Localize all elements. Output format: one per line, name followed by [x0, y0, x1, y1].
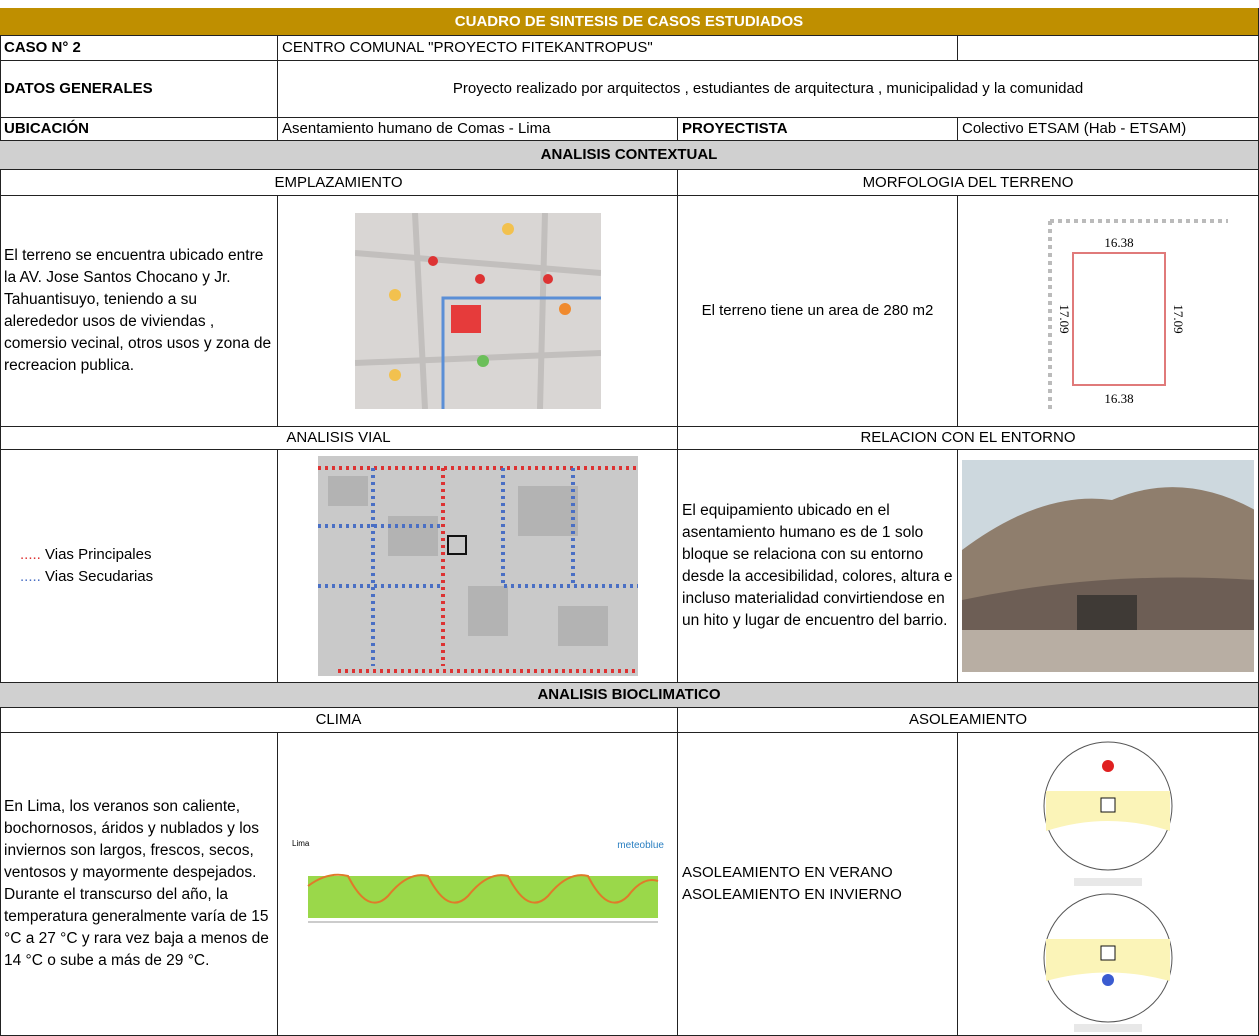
dimension: 16.38 — [1104, 391, 1133, 406]
sun-image-cell — [958, 733, 1259, 1036]
legend-item: ..... Vias Principales — [20, 544, 153, 566]
subsection-title: CLIMA — [0, 708, 678, 733]
terrain-text: El terreno tiene un area de 280 m2 — [678, 196, 958, 427]
sun-line: ASOLEAMIENTO EN INVIERNO — [682, 886, 902, 903]
sun-lines: ASOLEAMIENTO EN VERANO ASOLEAMIENTO EN I… — [682, 862, 902, 906]
case-label: CASO N° 2 — [0, 36, 278, 61]
case-name: CENTRO COMUNAL "PROYECTO FITEKANTROPUS" — [278, 36, 958, 61]
designer: Colectivo ETSAM (Hab - ETSAM) — [958, 118, 1259, 141]
legend: ..... Vias Principales ..... Vias Secuda… — [20, 544, 153, 588]
road-map — [317, 456, 638, 676]
road-legend: ..... Vias Principales ..... Vias Secuda… — [0, 450, 278, 683]
empty-cell — [958, 36, 1259, 61]
photo — [962, 460, 1254, 672]
legend-marker: ..... — [20, 546, 41, 563]
photo-cell — [958, 450, 1259, 683]
site-image-cell — [278, 196, 678, 427]
section-title: ANALISIS CONTEXTUAL — [0, 141, 1259, 170]
sun-diagrams — [1043, 741, 1173, 1032]
climate-text: En Lima, los veranos son caliente, bocho… — [0, 733, 278, 1036]
subsection-title: MORFOLOGIA DEL TERRENO — [678, 170, 1259, 196]
climate-chart: Lima meteoblue — [292, 839, 664, 923]
site-text: El terreno se encuentra ubicado entre la… — [0, 196, 278, 427]
section-title: ANALISIS BIOCLIMATICO — [0, 683, 1259, 708]
surroundings-text: El equipamiento ubicado en el asentamien… — [678, 450, 958, 683]
subsection-title: EMPLAZAMIENTO — [0, 170, 678, 196]
chart-label: Lima — [292, 839, 310, 848]
sun-text: ASOLEAMIENTO EN VERANO ASOLEAMIENTO EN I… — [678, 733, 958, 1036]
sun-line: ASOLEAMIENTO EN VERANO — [682, 864, 893, 881]
sun-winter — [1043, 893, 1173, 1032]
dimension: 17.09 — [1057, 304, 1072, 333]
general-label: DATOS GENERALES — [0, 61, 278, 118]
location-value: Asentamiento humano de Comas - Lima — [278, 118, 678, 141]
general-text: Proyecto realizado por arquitectos , est… — [278, 61, 1259, 118]
legend-label: Vias Secudarias — [45, 568, 154, 585]
dimension: 16.38 — [1104, 235, 1133, 250]
subsection-title: ANALISIS VIAL — [0, 427, 678, 450]
road-image-cell — [278, 450, 678, 683]
sun-summer — [1043, 741, 1173, 886]
title: CUADRO DE SINTESIS DE CASOS ESTUDIADOS — [0, 8, 1259, 36]
terrain-diagram: 16.38 17.09 17.09 16.38 — [1048, 219, 1228, 411]
legend-label: Vias Principales — [45, 546, 152, 563]
dimension: 17.09 — [1171, 304, 1186, 333]
subsection-title: ASOLEAMIENTO — [678, 708, 1259, 733]
site-map — [354, 213, 601, 409]
terrain-image-cell: 16.38 17.09 17.09 16.38 — [958, 196, 1259, 427]
legend-item: ..... Vias Secudarias — [20, 566, 153, 588]
designer-label: PROYECTISTA — [678, 118, 958, 141]
subsection-title: RELACION CON EL ENTORNO — [678, 427, 1259, 450]
location-label: UBICACIÓN — [0, 118, 278, 141]
climate-image-cell: Lima meteoblue — [278, 733, 678, 1036]
legend-marker: ..... — [20, 568, 41, 585]
chart-label: meteoblue — [617, 840, 664, 851]
